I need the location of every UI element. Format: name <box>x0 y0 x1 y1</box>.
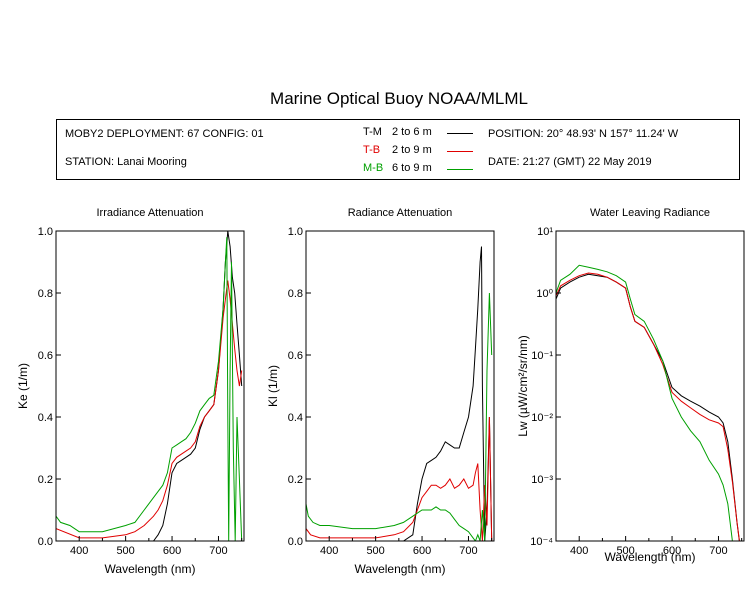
x-tick-label: 600 <box>663 545 681 557</box>
x-tick-label: 400 <box>320 545 338 557</box>
y-axis-label: Lw (µW/cm²/sr/nm) <box>516 335 530 437</box>
legend-range-tm: 2 to 6 m <box>392 126 432 138</box>
chart-irradiance: Irradiance Attenuation 400 500 600 700 0.0 0.2… <box>16 207 245 576</box>
series-line-m-b <box>556 264 733 541</box>
x-axis-label: Wavelength (nm) <box>605 550 696 564</box>
deployment-text: MOBY2 DEPLOYMENT: 67 CONFIG: 01 <box>65 128 264 140</box>
legend-code-mb: M-B <box>363 162 384 174</box>
series-line-t-b <box>556 272 740 541</box>
y-tick-label: 10⁻² <box>531 412 553 424</box>
legend-range-tb: 2 to 9 m <box>392 144 432 156</box>
page-title: Marine Optical Buoy NOAA/MLML <box>270 89 528 108</box>
x-axis-label: Wavelength (nm) <box>355 562 446 576</box>
y-tick-label: 1.0 <box>288 226 303 238</box>
chart-title: Radiance Attenuation <box>348 207 453 219</box>
legend-code-tm: T-M <box>363 126 382 138</box>
plot-frame <box>55 230 245 542</box>
x-tick-label: 600 <box>413 545 431 557</box>
y-tick-label: 1.0 <box>38 226 53 238</box>
series-line-t-m <box>56 231 243 541</box>
x-tick-label: 400 <box>70 545 88 557</box>
y-tick-label: 10⁰ <box>536 288 553 300</box>
y-tick-label: 0.4 <box>38 412 53 424</box>
legend-line-tb <box>447 151 473 152</box>
series-line-m-b <box>306 292 493 541</box>
y-tick-label: 10⁻³ <box>531 474 553 486</box>
y-tick-label: 10⁻¹ <box>531 350 553 362</box>
series-line-m-b <box>56 237 243 541</box>
y-tick-label: 0.0 <box>288 536 303 548</box>
x-tick-label: 500 <box>616 545 634 557</box>
y-axis-label: Ke (1/m) <box>16 363 30 409</box>
chart-title: Irradiance Attenuation <box>96 207 203 219</box>
date-text: DATE: 21:27 (GMT) 22 May 2019 <box>488 156 652 168</box>
x-tick-label: 700 <box>209 545 227 557</box>
x-tick-label: 700 <box>709 545 727 557</box>
series-line-t-m <box>306 246 493 541</box>
y-tick-label: 0.4 <box>288 412 303 424</box>
chart-title: Water Leaving Radiance <box>590 207 710 219</box>
series-line-t-b <box>56 280 243 539</box>
x-tick-label: 700 <box>459 545 477 557</box>
legend-line-tm <box>447 133 473 134</box>
y-tick-label: 0.2 <box>38 474 53 486</box>
plot-frame <box>305 230 495 542</box>
info-box: MOBY2 DEPLOYMENT: 67 CONFIG: 01 STATION:… <box>56 119 740 180</box>
y-tick-label: 10¹ <box>537 226 553 238</box>
position-text: POSITION: 20° 48.93' N 157° 11.24' W <box>488 128 679 140</box>
x-tick-label: 600 <box>163 545 181 557</box>
y-tick-label: 0.8 <box>288 288 303 300</box>
y-tick-label: 0.2 <box>288 474 303 486</box>
legend-line-mb <box>447 169 473 170</box>
x-axis-label: Wavelength (nm) <box>105 562 196 576</box>
plot-frame <box>555 230 745 542</box>
y-tick-label: 0.0 <box>38 536 53 548</box>
series-line-t-m <box>556 273 740 541</box>
x-tick-label: 500 <box>366 545 384 557</box>
legend-range-mb: 6 to 9 m <box>392 162 432 174</box>
x-tick-label: 400 <box>570 545 588 557</box>
y-tick-label: 0.8 <box>38 288 53 300</box>
y-tick-label: 0.6 <box>288 350 303 362</box>
series-line-t-b <box>306 416 493 541</box>
station-text: STATION: Lanai Mooring <box>65 156 187 168</box>
y-tick-label: 10⁻⁴ <box>530 536 553 548</box>
chart-radiance: Radiance Attenuation 400 500 600 700 0.0 0.2 0.… <box>266 207 495 576</box>
y-tick-label: 0.6 <box>38 350 53 362</box>
chart-water-leaving: Water Leaving Radiance 400 500 600 700 10⁻⁴ 10… <box>516 207 745 564</box>
legend-code-tb: T-B <box>363 144 381 156</box>
x-tick-label: 500 <box>116 545 134 557</box>
y-axis-label: Kl (1/m) <box>266 365 280 407</box>
